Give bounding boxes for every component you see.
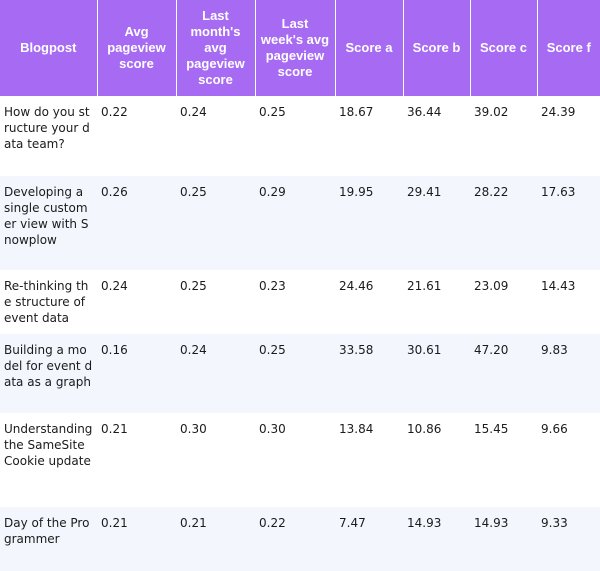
cell-blogpost: Understanding the SameSite Cookie update <box>0 413 97 507</box>
cell-blogpost: Developing a single customer view with S… <box>0 176 97 270</box>
cell-score-f: 14.43 <box>537 270 600 334</box>
table-row: Developing a single customer view with S… <box>0 176 600 270</box>
table-header: Blogpost Avg pageview score Last month's… <box>0 0 600 96</box>
cell-score-a: 18.67 <box>335 96 403 176</box>
header-row: Blogpost Avg pageview score Last month's… <box>0 0 600 96</box>
cell-avg-pageview-score: 0.16 <box>97 334 176 413</box>
cell-score-a: 13.84 <box>335 413 403 507</box>
table-row: Day of the Programmer 0.21 0.21 0.22 7.4… <box>0 507 600 571</box>
table-body: How do you structure your data team? 0.2… <box>0 96 600 571</box>
table-row: Building a model for event data as a gra… <box>0 334 600 413</box>
header-last-month-avg-pageview-score: Last month's avg pageview score <box>176 0 256 96</box>
cell-score-c: 15.45 <box>470 413 537 507</box>
header-avg-pageview-score: Avg pageview score <box>97 0 177 96</box>
cell-score-f: 17.63 <box>537 176 600 270</box>
cell-avg-pageview-score: 0.26 <box>97 176 176 270</box>
cell-score-c: 39.02 <box>470 96 537 176</box>
header-score-a: Score a <box>335 0 404 96</box>
header-blogpost: Blogpost <box>0 0 98 96</box>
cell-score-a: 33.58 <box>335 334 403 413</box>
cell-score-a: 24.46 <box>335 270 403 334</box>
cell-score-c: 23.09 <box>470 270 537 334</box>
cell-score-b: 29.41 <box>403 176 470 270</box>
cell-score-b: 36.44 <box>403 96 470 176</box>
cell-blogpost: Building a model for event data as a gra… <box>0 334 97 413</box>
cell-last-week-avg: 0.29 <box>255 176 335 270</box>
cell-score-b: 10.86 <box>403 413 470 507</box>
cell-score-c: 28.22 <box>470 176 537 270</box>
cell-score-f: 9.33 <box>537 507 600 571</box>
cell-score-f: 9.66 <box>537 413 600 507</box>
cell-score-c: 47.20 <box>470 334 537 413</box>
cell-last-month-avg: 0.25 <box>176 176 255 270</box>
cell-last-week-avg: 0.25 <box>255 96 335 176</box>
header-score-b: Score b <box>403 0 471 96</box>
cell-blogpost: How do you structure your data team? <box>0 96 97 176</box>
cell-score-b: 14.93 <box>403 507 470 571</box>
cell-last-month-avg: 0.25 <box>176 270 255 334</box>
cell-last-month-avg: 0.24 <box>176 96 255 176</box>
cell-last-month-avg: 0.21 <box>176 507 255 571</box>
cell-score-c: 14.93 <box>470 507 537 571</box>
cell-avg-pageview-score: 0.24 <box>97 270 176 334</box>
cell-last-week-avg: 0.22 <box>255 507 335 571</box>
table-row: Re-thinking the structure of event data … <box>0 270 600 334</box>
cell-avg-pageview-score: 0.21 <box>97 507 176 571</box>
header-last-week-avg-pageview-score: Last week's avg pageview score <box>255 0 336 96</box>
table-row: How do you structure your data team? 0.2… <box>0 96 600 176</box>
cell-score-f: 24.39 <box>537 96 600 176</box>
cell-last-week-avg: 0.23 <box>255 270 335 334</box>
table-row: Understanding the SameSite Cookie update… <box>0 413 600 507</box>
header-score-c: Score c <box>470 0 538 96</box>
cell-score-b: 21.61 <box>403 270 470 334</box>
cell-avg-pageview-score: 0.22 <box>97 96 176 176</box>
cell-last-week-avg: 0.25 <box>255 334 335 413</box>
cell-last-month-avg: 0.24 <box>176 334 255 413</box>
header-score-f: Score f <box>537 0 600 96</box>
cell-blogpost: Day of the Programmer <box>0 507 97 571</box>
cell-last-week-avg: 0.30 <box>255 413 335 507</box>
cell-score-a: 19.95 <box>335 176 403 270</box>
cell-avg-pageview-score: 0.21 <box>97 413 176 507</box>
cell-score-f: 9.83 <box>537 334 600 413</box>
cell-score-b: 30.61 <box>403 334 470 413</box>
cell-last-month-avg: 0.30 <box>176 413 255 507</box>
cell-score-a: 7.47 <box>335 507 403 571</box>
cell-blogpost: Re-thinking the structure of event data <box>0 270 97 334</box>
